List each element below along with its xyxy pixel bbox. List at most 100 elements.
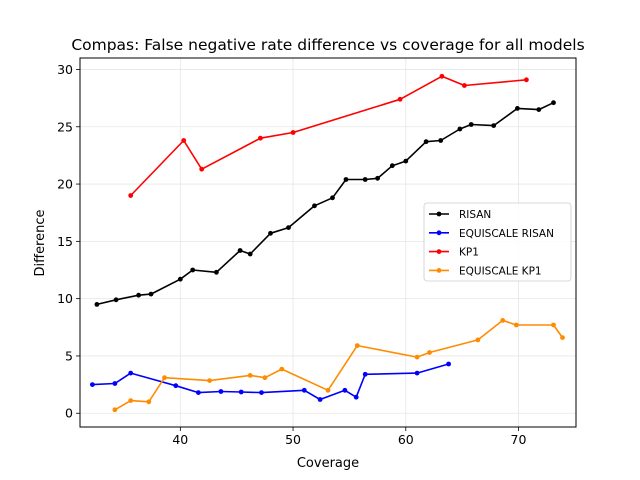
legend-marker: [436, 268, 442, 273]
data-point: [94, 302, 100, 307]
data-point: [446, 361, 451, 367]
data-point: [162, 375, 167, 381]
data-point: [438, 138, 444, 143]
data-point: [181, 138, 187, 143]
y-axis: 0 5 10 15 20 25 30: [57, 62, 80, 421]
data-point: [375, 175, 380, 181]
legend-label: KP1: [459, 247, 479, 259]
data-point: [354, 343, 360, 348]
data-point: [439, 73, 445, 79]
series-kp1: [128, 73, 529, 198]
data-point: [423, 139, 429, 145]
data-point: [173, 383, 179, 389]
data-point: [214, 269, 219, 275]
data-point: [403, 158, 409, 164]
data-point: [312, 203, 317, 209]
data-point: [330, 195, 335, 201]
series-risan: [94, 100, 556, 307]
y-tick-label: 25: [57, 119, 73, 134]
data-point: [551, 100, 556, 106]
data-point: [286, 225, 291, 231]
data-point: [362, 371, 368, 377]
y-tick-label: 15: [57, 234, 73, 249]
data-point: [551, 322, 556, 328]
x-tick-label: 60: [398, 432, 414, 447]
y-tick-label: 10: [57, 291, 73, 306]
data-point: [536, 107, 542, 112]
data-point: [112, 407, 118, 413]
x-axis: 40 50 60 70: [172, 427, 527, 447]
legend-item: EQUISCALE RISAN: [429, 228, 554, 240]
data-point: [237, 248, 243, 253]
data-point: [136, 292, 142, 298]
legend-marker: [436, 230, 442, 236]
x-tick-label: 40: [172, 432, 188, 447]
series-layer: [90, 73, 565, 413]
data-point: [325, 387, 331, 393]
data-point: [317, 397, 323, 402]
data-point: [148, 291, 154, 297]
data-point: [362, 177, 368, 182]
y-tick-label: 20: [57, 177, 73, 192]
y-tick-label: 30: [57, 62, 73, 77]
y-tick-label: 0: [65, 406, 73, 421]
legend-label: EQUISCALE RISAN: [459, 228, 554, 240]
data-point: [427, 350, 432, 355]
x-axis-label: Coverage: [297, 456, 359, 471]
data-point: [196, 390, 201, 395]
legend-box: [423, 202, 572, 282]
legend: RISAN EQUISCALE RISAN KP1 EQUISCALE KP1: [423, 202, 572, 282]
legend-item: KP1: [429, 247, 479, 259]
data-point: [90, 382, 95, 387]
data-point: [218, 389, 224, 394]
data-point: [146, 399, 152, 405]
data-point: [353, 394, 359, 400]
data-point: [301, 387, 307, 393]
data-point: [279, 366, 285, 372]
data-point: [268, 230, 273, 236]
data-point: [207, 378, 213, 383]
data-point: [475, 337, 481, 343]
x-tick-label: 70: [511, 432, 527, 447]
series-equiscale-risan: [90, 361, 451, 402]
chart-title: Compas: False negative rate difference v…: [71, 36, 584, 54]
data-point: [389, 163, 395, 169]
data-point: [177, 276, 183, 282]
y-tick-label: 5: [65, 348, 73, 363]
data-point: [128, 193, 134, 198]
data-point: [259, 390, 264, 395]
data-point: [513, 322, 519, 328]
data-point: [560, 335, 565, 340]
legend-item: RISAN: [429, 209, 491, 221]
data-point: [290, 130, 296, 135]
data-point: [500, 318, 506, 323]
plot-area: 40 50 60 70 0 5 10 15 20 25 30: [57, 57, 577, 447]
data-point: [462, 83, 467, 88]
data-point: [247, 251, 253, 257]
data-point: [262, 375, 268, 381]
data-point: [247, 373, 253, 378]
legend-label: RISAN: [459, 209, 491, 221]
data-point: [468, 122, 474, 127]
data-point: [112, 381, 118, 386]
plot-frame: [79, 57, 577, 428]
data-point: [515, 106, 520, 111]
legend-item: EQUISCALE KP1: [429, 265, 542, 277]
x-tick-label: 50: [285, 432, 301, 447]
data-point: [524, 77, 529, 83]
data-point: [199, 166, 205, 172]
legend-label: EQUISCALE KP1: [459, 265, 542, 277]
series-equiscale-kp1: [112, 318, 565, 413]
y-axis-label: Difference: [33, 209, 48, 276]
data-point: [457, 126, 463, 132]
data-point: [491, 123, 497, 128]
data-point: [343, 177, 349, 182]
data-point: [258, 135, 263, 141]
data-point: [238, 389, 244, 395]
data-point: [128, 398, 134, 403]
data-point: [397, 96, 403, 102]
data-point: [113, 297, 119, 303]
legend-marker: [436, 249, 442, 255]
data-point: [414, 354, 420, 360]
